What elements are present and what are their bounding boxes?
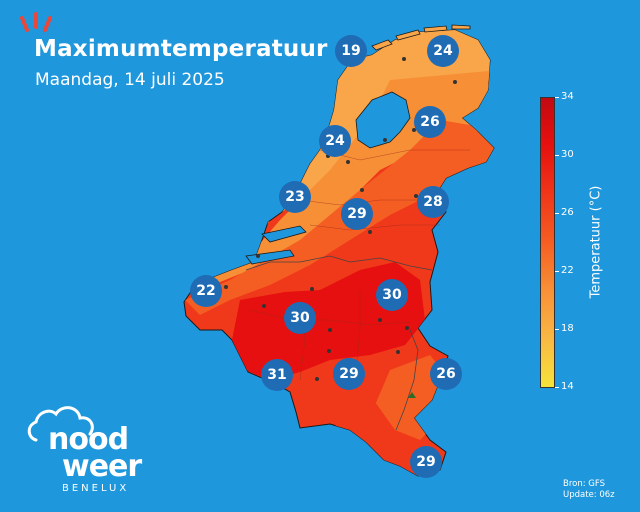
temp-badge: 22 xyxy=(190,275,222,307)
temp-badge: 29 xyxy=(410,446,442,478)
temp-badge: 30 xyxy=(284,302,316,334)
colorbar-tick-label: 34 xyxy=(561,91,574,102)
temp-badge: 23 xyxy=(279,181,311,213)
colorbar-tick-mark xyxy=(555,213,559,214)
colorbar-tick-mark xyxy=(555,155,559,156)
map-title: Maximumtemperatuur xyxy=(34,36,328,62)
colorbar-tick-label: 22 xyxy=(561,265,574,276)
summit-marker xyxy=(408,392,416,398)
temp-badge: 19 xyxy=(335,35,367,67)
colorbar xyxy=(540,97,555,388)
logo-subtitle: BENELUX xyxy=(62,483,130,494)
country-borders xyxy=(245,255,433,431)
colorbar-tick-mark xyxy=(555,271,559,272)
source-update: Update: 06z xyxy=(563,490,615,500)
colorbar-tick-label: 14 xyxy=(561,381,574,392)
sun-icon xyxy=(20,12,52,32)
temp-badge: 28 xyxy=(417,186,449,218)
temp-badge: 26 xyxy=(430,358,462,390)
temp-badge: 26 xyxy=(414,106,446,138)
temp-badge: 24 xyxy=(319,125,351,157)
map-date: Maandag, 14 juli 2025 xyxy=(35,70,225,90)
temp-badge: 29 xyxy=(333,358,365,390)
temp-badge: 24 xyxy=(427,35,459,67)
colorbar-tick-label: 30 xyxy=(561,149,574,160)
colorbar-tick-label: 26 xyxy=(561,207,574,218)
temp-badge: 31 xyxy=(261,359,293,391)
noodweer-logo xyxy=(27,406,94,442)
temp-badge: 29 xyxy=(341,198,373,230)
logo-word-nood: nood xyxy=(48,422,129,457)
zeeland-estuaries xyxy=(245,225,307,265)
logo-word-weer: weer xyxy=(62,449,142,484)
colorbar-tick-label: 18 xyxy=(561,323,574,334)
source-model: Bron: GFS xyxy=(563,479,606,489)
wadden-islands xyxy=(371,24,471,51)
colorbar-title: Temperatuur (°C) xyxy=(588,185,604,299)
source-note: Bron: GFS Update: 06z xyxy=(563,479,615,501)
colorbar-tick-mark xyxy=(555,387,559,388)
colorbar-tick-mark xyxy=(555,329,559,330)
colorbar-tick-mark xyxy=(555,97,559,98)
temp-badge: 30 xyxy=(376,279,408,311)
ijsselmeer-lake xyxy=(355,91,411,149)
